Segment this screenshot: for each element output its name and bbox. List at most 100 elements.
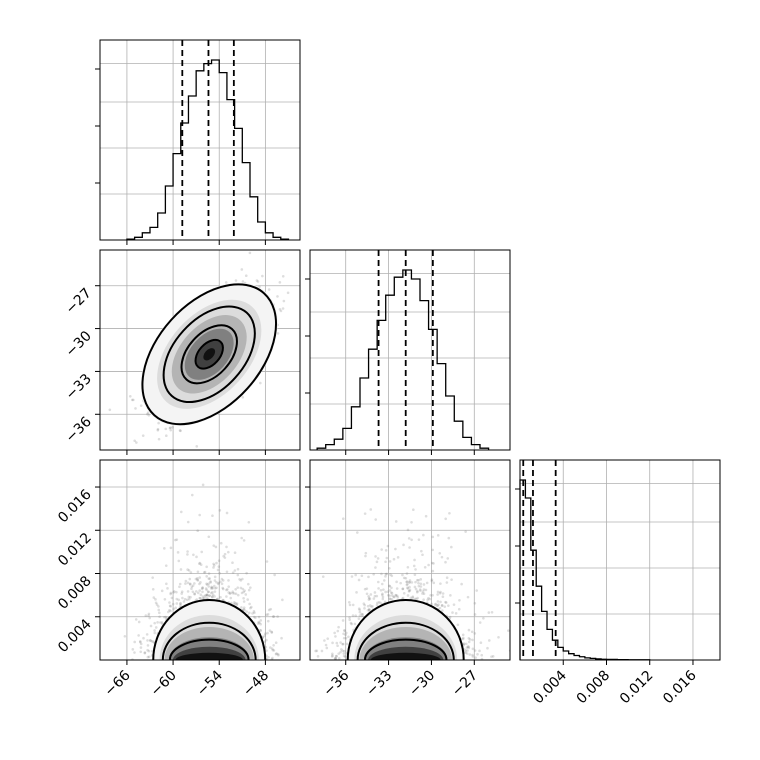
scatter-point bbox=[245, 571, 248, 575]
scatter-point bbox=[247, 520, 251, 524]
scatter-point bbox=[257, 615, 261, 619]
scatter-point bbox=[149, 624, 153, 628]
scatter-point bbox=[198, 576, 202, 579]
scatter-point bbox=[190, 587, 193, 591]
density-contour bbox=[194, 338, 224, 370]
scatter-point bbox=[170, 596, 174, 600]
scatter-point bbox=[187, 597, 191, 601]
scatter-point bbox=[168, 604, 172, 608]
scatter-point bbox=[240, 591, 244, 595]
scatter-point bbox=[246, 598, 249, 601]
scatter-point bbox=[225, 595, 228, 598]
scatter-point bbox=[190, 585, 194, 589]
scatter-point bbox=[200, 587, 204, 591]
scatter-point bbox=[198, 561, 202, 565]
scatter-point bbox=[147, 649, 151, 653]
scatter-point bbox=[272, 643, 275, 647]
scatter-point bbox=[241, 395, 245, 399]
scatter-point bbox=[270, 631, 274, 634]
scatter-point bbox=[134, 618, 138, 621]
scatter-point bbox=[207, 577, 211, 580]
scatter-point bbox=[211, 590, 214, 594]
scatter-point bbox=[135, 441, 138, 444]
scatter-point bbox=[147, 413, 151, 417]
scatter-point bbox=[236, 586, 240, 589]
scatter-point bbox=[259, 381, 262, 385]
scatter-point bbox=[170, 469, 173, 472]
histogram-panel-0 bbox=[95, 39, 301, 241]
scatter-point bbox=[220, 582, 224, 586]
scatter-point bbox=[241, 577, 244, 581]
scatter-point bbox=[172, 591, 175, 594]
scatter-point bbox=[242, 600, 246, 603]
scatter-point bbox=[210, 586, 214, 589]
scatter-point bbox=[148, 616, 152, 620]
histogram-steps bbox=[519, 479, 651, 661]
scatter-point bbox=[133, 640, 137, 644]
scatter-point bbox=[243, 608, 246, 612]
scatter-point bbox=[182, 600, 186, 603]
scatter-point bbox=[186, 590, 190, 593]
scatter-point bbox=[271, 656, 274, 660]
scatter-point bbox=[194, 577, 198, 581]
scatter-point bbox=[276, 295, 279, 298]
scatter-point bbox=[213, 584, 216, 588]
scatter-point bbox=[131, 648, 135, 651]
scatter-point bbox=[204, 593, 207, 597]
scatter-point bbox=[201, 590, 204, 594]
scatter-point bbox=[256, 622, 260, 625]
scatter-point bbox=[196, 577, 199, 580]
scatter-point bbox=[282, 299, 286, 303]
scatter-point bbox=[261, 274, 264, 278]
scatter-point bbox=[163, 615, 166, 619]
density-contour bbox=[180, 324, 238, 385]
panel-frame bbox=[99, 39, 301, 241]
scatter-point bbox=[154, 601, 158, 605]
scatter-point bbox=[146, 644, 150, 647]
scatter-point bbox=[156, 621, 159, 624]
scatter-point bbox=[245, 610, 248, 613]
scatter-point bbox=[247, 582, 250, 586]
scatter-point bbox=[235, 603, 239, 607]
scatter-point bbox=[169, 609, 172, 613]
scatter-point bbox=[130, 398, 134, 402]
scatter-point bbox=[153, 631, 157, 635]
scatter-point bbox=[217, 565, 221, 568]
density-contour bbox=[162, 305, 256, 404]
scatter-point bbox=[209, 587, 213, 590]
scatter-point bbox=[175, 602, 179, 605]
scatter-point bbox=[175, 538, 179, 541]
scatter-point bbox=[219, 541, 223, 545]
scatter-point bbox=[137, 634, 140, 637]
scatter-point bbox=[255, 279, 259, 282]
scatter-point bbox=[143, 651, 147, 655]
scatter-point bbox=[270, 647, 274, 651]
scatter-point bbox=[193, 592, 196, 595]
scatter-point bbox=[247, 588, 251, 592]
scatter-point bbox=[215, 586, 218, 590]
scatter-point bbox=[198, 589, 201, 592]
scatter-point bbox=[209, 580, 212, 583]
scatter-point bbox=[151, 576, 154, 579]
scatter-point bbox=[199, 563, 203, 567]
scatter-point bbox=[254, 616, 257, 620]
scatter-point bbox=[144, 614, 148, 617]
scatter-point bbox=[215, 580, 218, 584]
scatter-point bbox=[141, 434, 145, 437]
scatter-point bbox=[196, 529, 200, 532]
scatter-point bbox=[210, 585, 213, 589]
scatter-point bbox=[198, 513, 201, 517]
scatter-point bbox=[193, 582, 196, 585]
scatter-point bbox=[180, 592, 184, 595]
scatter-point bbox=[281, 307, 285, 310]
scatter-point bbox=[205, 593, 209, 597]
scatter-point bbox=[129, 451, 132, 454]
scatter-point bbox=[139, 404, 143, 407]
scatter-point bbox=[249, 586, 252, 589]
scatter-point bbox=[178, 582, 182, 586]
scatter-point bbox=[166, 587, 169, 590]
scatter-point bbox=[146, 639, 149, 642]
scatter-point bbox=[187, 595, 191, 599]
scatter-point bbox=[186, 581, 190, 585]
